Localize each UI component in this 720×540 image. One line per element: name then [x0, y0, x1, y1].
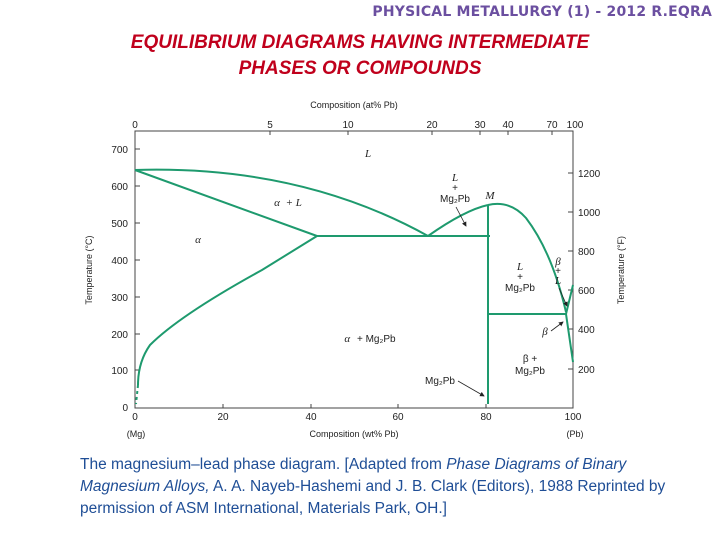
phase-boundaries — [134, 168, 574, 405]
bottom-tick: 40 — [305, 412, 317, 423]
region-alpha-plus-compound-alpha: α — [344, 333, 350, 345]
left-tick: 600 — [111, 182, 128, 193]
figure-caption: The magnesium–lead phase diagram. [Adapt… — [80, 454, 680, 520]
left-tick: 400 — [111, 256, 128, 267]
caption-part1: The magnesium–lead phase diagram. [Adapt… — [80, 456, 447, 473]
plot-frame — [134, 130, 574, 409]
region-alpha-plus-liquid-alpha: α — [274, 197, 280, 209]
slide-title: EQUILIBRIUM DIAGRAMS HAVING INTERMEDIATE… — [0, 30, 720, 82]
beta-arrow — [550, 321, 564, 332]
mg-pb-phase-diagram: Composition (at% Pb) 0 5 10 20 30 40 70 … — [84, 100, 626, 439]
bottom-tick: 0 — [132, 412, 138, 423]
region-beta-compound-mg2pb: Mg₂Pb — [515, 366, 545, 377]
region-liquid-compound-mg2pb: Mg₂Pb — [440, 194, 470, 205]
right-tick: 1000 — [578, 208, 601, 219]
bottom-axis-ticks: 0 20 40 60 80 100 — [132, 404, 582, 423]
region-alpha-plus-compound-rest: + Mg₂Pb — [357, 334, 396, 345]
liquidus-beta-line — [565, 284, 574, 315]
bottom-axis-label: Composition (wt% Pb) — [309, 429, 398, 439]
caption-book-title: Phase Diagrams of Binary Magnesium Alloy… — [80, 456, 627, 495]
top-axis-label: Composition (at% Pb) — [310, 100, 398, 110]
bottom-tick: 100 — [565, 412, 582, 423]
compound-m-label: M — [484, 190, 495, 202]
slide-title-line1: EQUILIBRIUM DIAGRAMS HAVING INTERMEDIATE — [130, 32, 590, 53]
liquidus-left-line — [134, 168, 429, 237]
left-tick: 0 — [122, 403, 128, 414]
liquid-compound-arrow — [455, 206, 467, 227]
region-beta-liquid-beta: β — [554, 256, 561, 268]
region-beta: β — [541, 326, 548, 338]
region-liquid-compound-right-plus: + — [517, 272, 523, 283]
bottom-tick: 60 — [392, 412, 404, 423]
right-tick: 600 — [578, 286, 595, 297]
right-tick: 800 — [578, 247, 595, 258]
region-alpha-plus-liquid: α + L — [274, 197, 302, 209]
top-tick: 30 — [474, 120, 486, 131]
left-tick: 500 — [111, 219, 128, 230]
right-axis-label: Temperature (°F) — [616, 236, 626, 304]
top-tick: 5 — [267, 120, 273, 131]
left-axis-ticks: 0 100 200 300 400 500 600 700 — [111, 145, 140, 414]
right-tick: 400 — [578, 325, 595, 336]
caption-part2: A. A. Nayeb-Hashemi and J. B. Clark (Edi… — [80, 478, 666, 517]
liquidus-compound-left-line — [427, 204, 489, 237]
region-beta-liquid-l: L — [554, 275, 561, 287]
top-axis-ticks: 0 5 10 20 30 40 70 100 — [132, 120, 584, 135]
region-alpha-plus-liquid-rest: + L — [286, 197, 302, 209]
course-header: PHYSICAL METALLURGY (1) - 2012 R.EQRA — [372, 4, 712, 20]
region-alpha-plus-compound: α + Mg₂Pb — [344, 333, 396, 345]
beta-solvus-line — [565, 313, 574, 363]
region-liquid-compound-plus: + — [452, 183, 458, 194]
region-alpha: α — [195, 234, 201, 246]
region-beta-compound-top: β + — [523, 354, 538, 365]
region-liquid-compound-l: L — [451, 172, 458, 184]
left-tick: 300 — [111, 293, 128, 304]
region-beta-liquid-plus: + — [555, 266, 561, 277]
alpha-solvus-line — [137, 235, 318, 386]
compound-arrow-label: Mg₂Pb — [425, 376, 455, 387]
alpha-solvus-dashed-line — [135, 384, 139, 405]
slide-title-line2: PHASES OR COMPOUNDS — [238, 58, 482, 79]
left-tick: 100 — [111, 366, 128, 377]
region-liquid-compound-right-mg2pb: Mg₂Pb — [505, 283, 535, 294]
left-axis-label: Temperature (°C) — [84, 235, 94, 304]
top-tick: 40 — [502, 120, 514, 131]
right-tick: 1200 — [578, 169, 601, 180]
bottom-tick: 80 — [480, 412, 492, 423]
left-tick: 200 — [111, 330, 128, 341]
top-tick: 20 — [426, 120, 438, 131]
left-tick: 700 — [111, 145, 128, 156]
top-tick: 100 — [567, 120, 584, 131]
top-tick: 70 — [546, 120, 558, 131]
compound-arrow — [457, 380, 485, 397]
bottom-left-end-label: (Mg) — [127, 429, 146, 439]
right-tick: 200 — [578, 365, 595, 376]
region-liquid: L — [364, 148, 371, 160]
solidus-alpha-line — [134, 169, 318, 237]
bottom-tick: 20 — [217, 412, 229, 423]
top-tick: 10 — [342, 120, 354, 131]
liquidus-compound-right-line — [487, 202, 567, 313]
beta-liquid-arrow — [558, 287, 568, 307]
top-tick: 0 — [132, 120, 138, 131]
bottom-right-end-label: (Pb) — [566, 429, 583, 439]
region-liquid-compound-right-l: L — [516, 261, 523, 273]
